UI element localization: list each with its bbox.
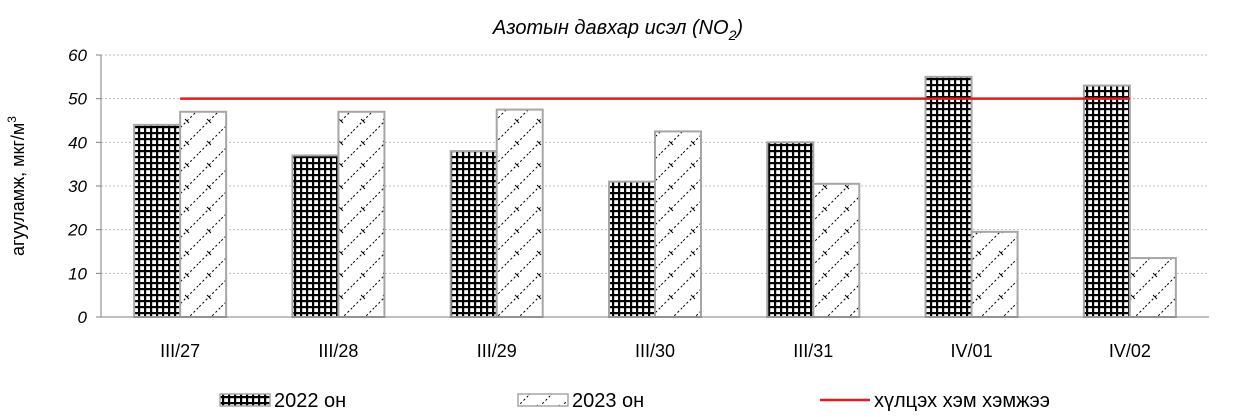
- bar-series-2: [970, 230, 1019, 319]
- legend-item-threshold: хүлцэх хэм хэмжээ: [820, 390, 1050, 412]
- y-tick-label: 0: [78, 308, 88, 327]
- legend-item-2022: 2022 он: [219, 390, 346, 412]
- bar-series-2: [654, 130, 702, 318]
- y-tick-label: 10: [68, 264, 87, 283]
- legend-item-2023: 2023 он: [517, 390, 644, 412]
- legend: 2022 он 2023 он хүлцэх хэм хэмжээ: [219, 390, 1050, 412]
- x-tick-label: IV/02: [1109, 341, 1151, 361]
- legend-label: 2022 он: [274, 390, 346, 412]
- bar-series-2: [1128, 257, 1177, 318]
- bar-series-1: [449, 150, 498, 318]
- bar-series-1: [1082, 84, 1131, 318]
- legend-label: 2023 он: [572, 390, 644, 412]
- bar-series-1: [291, 154, 340, 318]
- y-tick-label: 20: [67, 221, 87, 240]
- x-tick-label: III/27: [160, 341, 200, 361]
- chart-title: Азотын давхар исэл (NO2): [492, 17, 743, 43]
- y-tick-label: 60: [68, 46, 87, 65]
- y-tick-label: 50: [68, 90, 87, 109]
- x-tick-label: IV/01: [951, 341, 993, 361]
- legend-swatch: [517, 393, 569, 407]
- y-tick-label: 40: [68, 133, 87, 152]
- y-axis-label-superscript: 3: [5, 116, 19, 123]
- legend-label: хүлцэх хэм хэмжээ: [874, 390, 1050, 412]
- bar-series-1: [133, 123, 182, 318]
- bar-series-1: [766, 141, 815, 318]
- bar-series-2: [337, 110, 386, 319]
- axes: 0 10 20 30 40 50 60 III/27 III/28 III/29 III/30 III…: [67, 46, 1209, 361]
- x-tick-label: III/30: [635, 341, 675, 361]
- x-tick-label: III/29: [477, 341, 517, 361]
- bar-series-1: [924, 75, 973, 319]
- bar-series-1: [608, 180, 656, 318]
- chart-title-subscript: 2: [728, 27, 737, 43]
- bar-series-2: [495, 108, 544, 319]
- chart-title-end: ): [734, 17, 743, 39]
- y-tick-label: 30: [68, 177, 87, 196]
- bars: [133, 75, 1177, 319]
- y-axis-label: агууламж, мкг/м3: [5, 116, 28, 256]
- bar-series-2: [179, 110, 228, 319]
- bar-series-2: [812, 182, 861, 318]
- legend-swatch: [219, 393, 271, 407]
- x-tick-label: III/28: [318, 341, 358, 361]
- x-tick-label: III/31: [793, 341, 833, 361]
